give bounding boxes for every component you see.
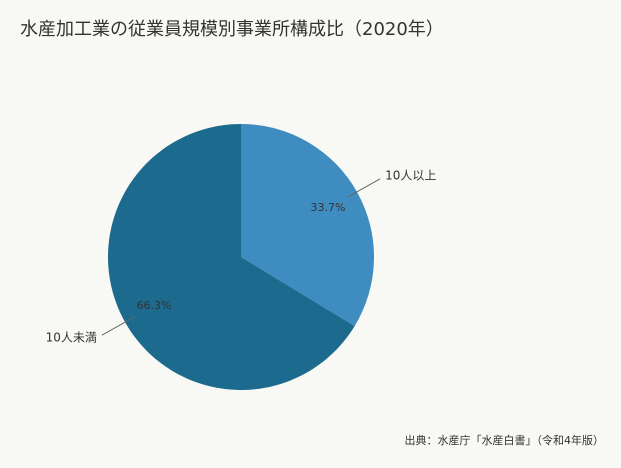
source-note: 出典：水産庁「水産白書」（令和4年版） (405, 433, 605, 447)
pie-slice (107, 124, 355, 390)
value-label: 33.7% (310, 201, 345, 214)
category-label: 10人未満 (46, 331, 97, 345)
chart-title: 水産加工業の従業員規模別事業所構成比（2020年） (20, 19, 444, 40)
value-label: 66.3% (137, 299, 172, 312)
leader-line (347, 178, 381, 198)
category-label: 10人以上 (385, 168, 436, 182)
pie-slice (241, 124, 374, 327)
leader-line (101, 316, 135, 336)
